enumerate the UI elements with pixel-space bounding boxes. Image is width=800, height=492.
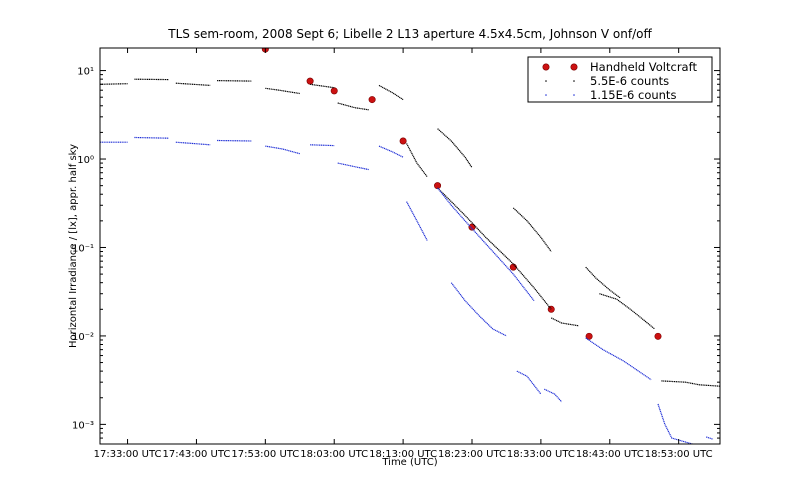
y-tick-label: 10⁻¹ [72,243,94,254]
series-trace [406,201,428,241]
series-trace [217,139,252,142]
x-tick-label: 18:33:00 UTC [507,449,575,460]
series-trace [378,84,404,101]
chart-title: TLS sem-room, 2008 Sept 6; Libelle 2 L13… [167,27,652,41]
legend-marker [545,94,547,96]
series-trace [544,388,563,403]
y-axis-title: Horizontal Irradiance / [lx], appr. half… [68,144,79,348]
series-trace [310,83,335,89]
series-trace [450,282,507,337]
voltcraft-point [585,332,593,340]
series-trace [437,187,535,302]
voltcraft-point [434,182,442,190]
series-trace [437,187,552,310]
series-trace [516,370,542,395]
legend-box [527,56,713,103]
y-tick-label: 10¹ [77,67,94,78]
voltcraft-point [330,87,338,95]
legend-label: 1.15E-6 counts [590,88,676,102]
legend-marker [545,80,547,82]
series-trace [585,337,652,381]
x-tick-label: 18:13:00 UTC [369,449,437,460]
series-trace [100,83,128,85]
series-trace [217,80,252,82]
x-axis: 17:33:00 UTC 17:43:00 UTC 17:53:00 UTC 18:0… [94,48,713,460]
legend-marker [570,63,578,71]
y-tick-label: 10⁰ [77,155,94,166]
series-trace [437,128,473,168]
series-trace [512,207,552,252]
voltcraft-point [399,137,407,145]
x-tick-label: 18:23:00 UTC [438,449,506,460]
x-tick-label: 17:53:00 UTC [231,449,299,460]
series-trace [599,293,655,330]
x-tick-label: 18:03:00 UTC [300,449,368,460]
series-2 [100,78,720,387]
x-tick-label: 17:43:00 UTC [162,449,230,460]
series-trace [310,144,335,147]
y-tick-label: 10⁻² [72,332,94,343]
series-trace [134,136,169,139]
y-axis: 10¹ 10⁰ 10⁻¹ 10⁻² 10⁻³ [72,67,720,445]
legend-label: 5.5E-6 counts [590,74,669,88]
voltcraft-point [509,263,517,271]
series-trace [175,141,211,146]
voltcraft-point [547,305,555,313]
series-trace [550,317,579,327]
series-trace [661,380,720,387]
voltcraft-point [368,96,376,104]
legend-label: Handheld Voltcraft [590,60,697,74]
legend-marker [542,63,550,71]
series-trace [265,145,300,155]
series-trace [337,162,369,171]
y-tick-label: 10⁻³ [72,420,94,431]
series-3 [100,136,714,444]
series-trace [706,436,714,440]
legend-marker [573,80,575,82]
series-trace [175,82,211,86]
plot-area [100,48,720,444]
x-tick-label: 17:33:00 UTC [94,449,162,460]
x-axis-title: Time (UTC) [381,457,437,468]
x-tick-label: 18:53:00 UTC [645,449,713,460]
series-trace [585,266,621,299]
legend-marker [573,94,575,96]
plot-frame [99,47,721,445]
series-trace [406,143,428,178]
voltcraft-point [468,223,476,231]
voltcraft-point [654,332,662,340]
series-trace [657,403,693,444]
series-trace [378,145,404,158]
voltcraft-point [306,77,314,85]
series-trace [337,102,369,111]
x-tick-label: 18:43:00 UTC [576,449,644,460]
series-trace [265,87,300,95]
